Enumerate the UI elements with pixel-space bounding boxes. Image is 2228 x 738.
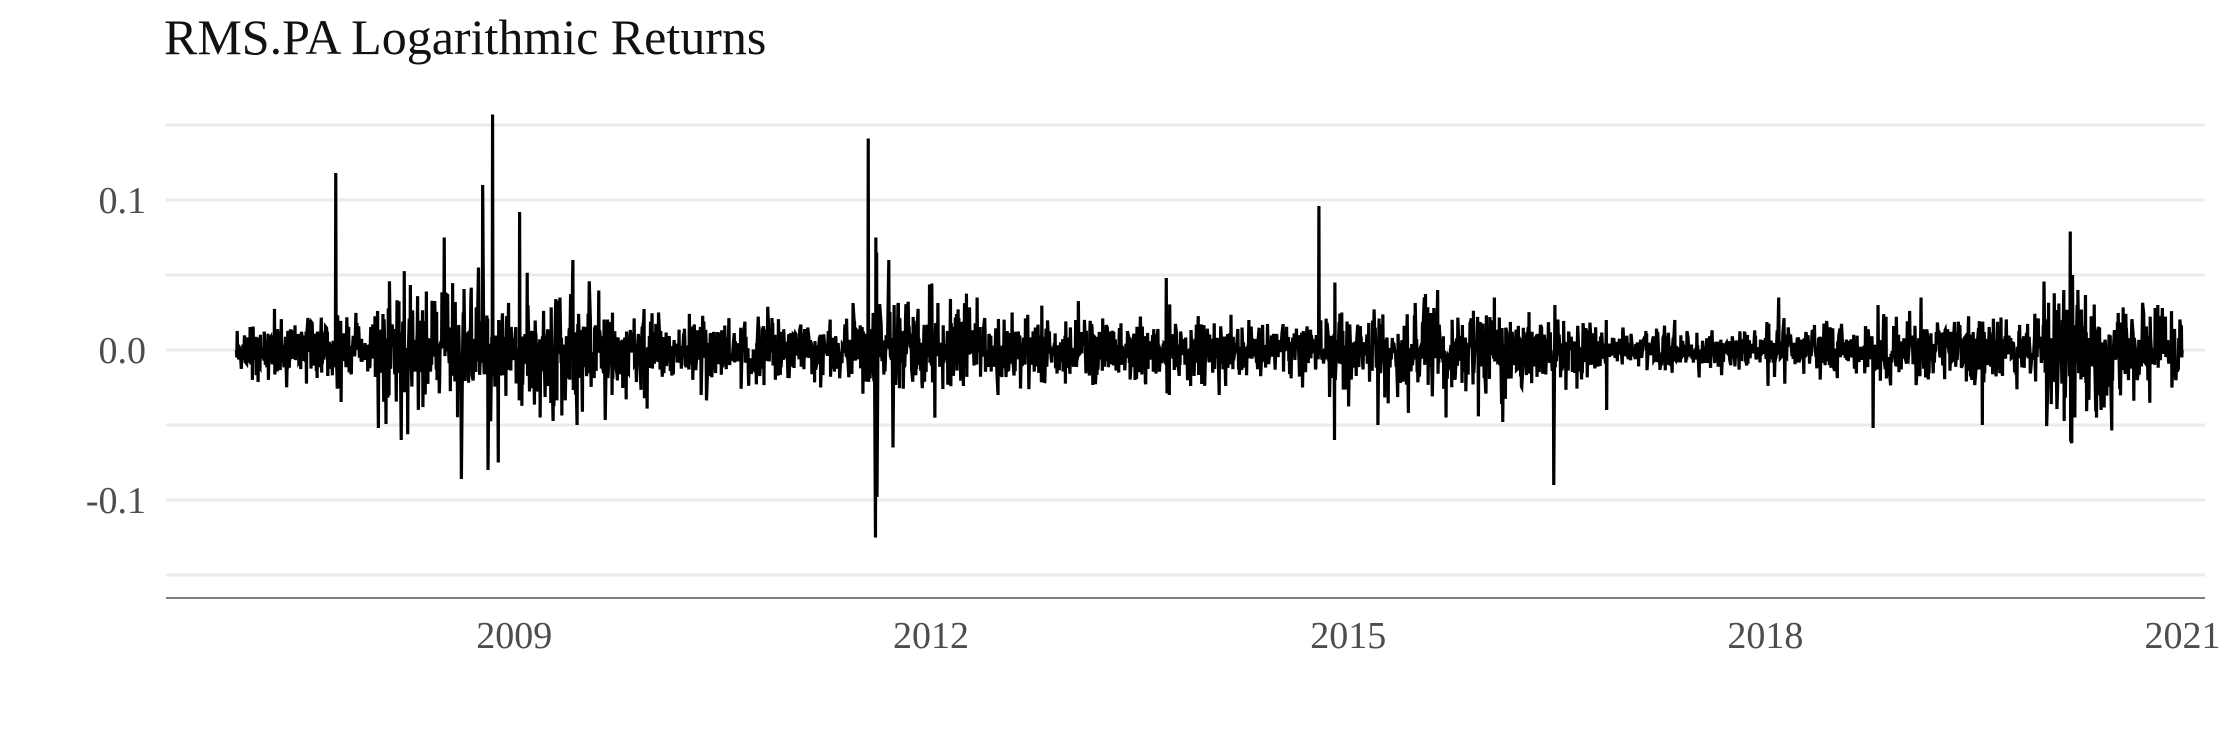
series-layer [234, 114, 2184, 538]
x-axis-tick-labels: 2009 2012 2015 2018 2021 [476, 615, 2220, 657]
x-tick-label: 2018 [1727, 615, 1803, 657]
x-tick-label: 2012 [893, 615, 969, 657]
y-tick-label: 0.0 [99, 330, 147, 372]
y-tick-label: -0.1 [86, 480, 146, 522]
x-tick-label: 2021 [2145, 615, 2221, 657]
x-tick-label: 2015 [1310, 615, 1386, 657]
log-returns-series-line [234, 114, 2184, 538]
y-axis-tick-labels: 0.1 0.0 -0.1 [86, 180, 146, 522]
chart-title: RMS.PA Logarithmic Returns [164, 9, 767, 65]
x-tick-label: 2009 [476, 615, 552, 657]
y-tick-label: 0.1 [99, 180, 147, 222]
